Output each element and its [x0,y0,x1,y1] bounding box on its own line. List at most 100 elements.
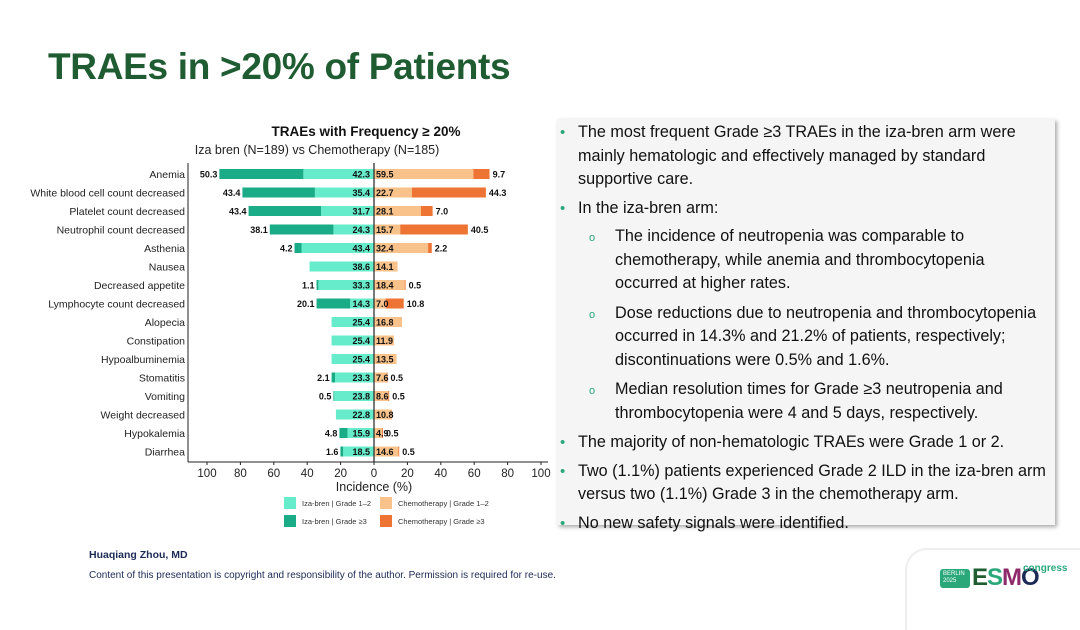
bar-iza-grade3 [316,298,351,309]
value-label-chemo-grade12: 28.1 [376,207,394,217]
bar-iza-grade3 [219,169,304,179]
x-tick-label: 100 [531,468,550,480]
value-label-chemo-grade12: 11.9 [376,336,393,346]
category-label: Constipation [127,336,186,348]
bar-iza-grade12 [318,280,374,290]
chart-subtitle: Iza bren (N=189) vs Chemotherapy (N=185) [195,143,440,157]
bar-iza-grade12 [321,206,374,216]
bullet-item: The most frequent Grade ≥3 TRAEs in the … [557,121,1047,192]
category-label: Alopecia [145,317,185,329]
value-label-chemo-grade12: 32.4 [376,244,394,254]
bar-iza-grade12 [335,372,374,383]
bar-iza-grade12 [350,298,374,309]
logo-congress-text: congress [1023,563,1068,574]
bar-chemo-grade12 [374,224,401,235]
legend-swatch [380,515,392,527]
x-tick-label: 80 [501,468,514,480]
bar-iza-grade12 [334,391,374,401]
category-label: Platelet count decreased [69,206,185,218]
bar-iza-grade12 [331,335,374,346]
x-tick-label: 80 [234,468,247,480]
value-label-chemo-grade3: 0.5 [402,447,415,457]
value-label-chemo-grade3: 0.5 [386,429,399,439]
copyright-notice: Content of this presentation is copyrigh… [89,570,556,581]
logo-city-badge: BERLIN 2025 [940,569,970,588]
value-label-iza-grade12: 33.3 [352,281,370,291]
legend-label: Chemotherapy | Grade ≥3 [398,517,485,526]
value-label-chemo-grade12: 16.8 [376,318,394,328]
value-label-iza-grade3: 4.8 [325,429,338,439]
logo-letter: S [987,564,1003,591]
value-label-chemo-grade12: 14.1 [376,262,394,272]
value-label-chemo-grade12: 8.6 [376,392,389,402]
bar-iza-grade3 [316,280,319,290]
logo-letter: O [1021,564,1040,591]
value-label-chemo-grade3: 44.3 [489,188,507,198]
bar-iza-grade12 [314,187,374,198]
logo-letter: M [1002,564,1022,591]
bar-iza-grade3 [339,428,348,438]
esmo-logo: ESMO [972,564,1040,591]
value-label-iza-grade12: 31.7 [352,207,370,217]
bar-iza-grade12 [303,169,374,179]
value-label-iza-grade12: 35.4 [352,188,370,198]
bar-iza-grade12 [331,317,374,327]
bar-iza-grade3 [242,187,315,198]
legend-swatch [380,497,392,509]
value-label-chemo-grade3: 2.2 [435,244,448,254]
bars [219,169,490,457]
value-label-chemo-grade12: 14.6 [376,447,394,457]
bar-chemo-grade12 [374,261,398,272]
x-tick-label: 40 [301,468,314,480]
category-labels: Anemia White blood cell count decreased Pl… [30,169,185,459]
value-label-chemo-grade12: 22.7 [376,188,394,198]
bar-chemo-grade3 [386,372,388,383]
category-label: Neutrophil count decreased [57,225,186,237]
value-label-iza-grade12: 14.3 [352,299,370,309]
value-label-iza-grade12: 42.3 [352,170,370,180]
bullet-item: The majority of non-hematologic TRAEs we… [557,431,1047,455]
category-label: Diarrhea [145,447,185,459]
value-label-chemo-grade3: 7.0 [436,207,449,217]
bar-chemo-grade3 [404,280,406,290]
category-label: Stomatitis [139,373,185,385]
bar-chemo-grade12 [374,335,394,346]
value-label-chemo-grade12: 7.0 [376,299,389,309]
bar-chemo-grade12 [374,169,474,179]
value-label-iza-grade3: 2.1 [317,373,330,383]
value-label-chemo-grade3: 0.5 [392,392,405,402]
value-label-chemo-grade12: 7.6 [376,373,389,383]
value-label-iza-grade3: 4.2 [280,244,293,254]
bar-iza-grade3 [331,372,336,383]
sub-bullet-item: Dose reductions due to neutropenia and t… [557,302,1047,373]
value-label-iza-grade12: 23.8 [352,392,370,402]
bar-chemo-grade12 [374,243,429,253]
value-labels: 42.3 50.3 59.5 9.7 35.4 43.4 22.7 44.3 31.7 43.4 2… [200,170,507,458]
bar-chemo-grade12 [374,354,397,364]
logo-frame [905,548,1080,630]
bar-chemo-grade3 [398,446,400,457]
axes [187,163,548,463]
bar-iza-grade3 [248,206,322,216]
value-label-iza-grade3: 38.1 [250,225,268,235]
x-tick-label: 40 [434,468,447,480]
sub-bullet-item: Median resolution times for Grade ≥3 neu… [557,378,1047,425]
value-label-iza-grade12: 43.4 [352,244,370,254]
logo-city: BERLIN [943,571,965,577]
category-label: White blood cell count decreased [30,188,185,200]
chart-title: TRAEs with Frequency ≥ 20% [272,124,461,139]
bar-iza-grade12 [333,224,374,235]
category-label: Vomiting [145,391,185,403]
author-name: Huaqiang Zhou, MD [89,549,188,561]
value-label-chemo-grade12: 15.7 [376,225,394,235]
value-label-chemo-grade3: 40.5 [471,225,489,235]
value-label-iza-grade12: 15.9 [352,429,370,439]
bar-chemo-grade3 [385,298,404,309]
value-label-chemo-grade12: 13.5 [376,355,394,365]
bar-chemo-grade3 [428,243,432,253]
category-label: Hypoalbuminemia [101,354,185,366]
value-label-iza-grade3: 43.4 [229,207,247,217]
value-label-iza-grade12: 23.3 [352,373,370,383]
bar-iza-grade3 [294,243,302,253]
bar-chemo-grade3 [382,428,384,438]
